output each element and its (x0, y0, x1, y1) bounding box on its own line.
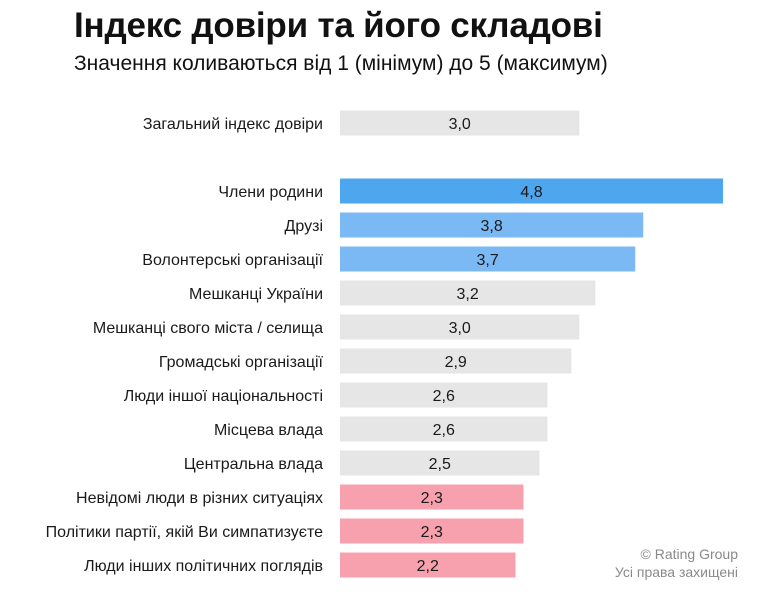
bar-value-label: 2,2 (417, 558, 439, 575)
bar (340, 246, 636, 272)
credit: © Rating Group Усі права захищені (615, 545, 738, 581)
bar (340, 348, 572, 374)
bar-value-label: 2,6 (433, 422, 455, 439)
bar-value-label: 2,3 (421, 524, 443, 541)
credit-line-2: Усі права захищені (614, 564, 738, 580)
bar-value-label: 2,5 (429, 456, 451, 473)
bar (340, 484, 524, 510)
bar (340, 450, 540, 476)
bar (340, 416, 548, 442)
category-label: Волонтерські організації (142, 252, 323, 269)
category-label: Члени родини (218, 184, 323, 201)
bar-value-label: 3,8 (480, 218, 502, 235)
category-label: Мешканці свого міста / селища (93, 320, 323, 337)
bar-value-label: 3,0 (449, 320, 471, 337)
bar-value-label: 3,0 (449, 116, 471, 133)
bar (340, 212, 644, 238)
bar-value-label: 2,3 (421, 490, 443, 507)
category-label: Місцева влада (214, 422, 323, 439)
credit-line-1: © Rating Group (640, 546, 738, 562)
category-label: Центральна влада (184, 456, 323, 473)
bar-value-label: 2,6 (433, 388, 455, 405)
category-label: Невідомі люди в різних ситуаціях (76, 490, 323, 507)
chart-subtitle: Значення коливаються від 1 (мінімум) до … (74, 52, 608, 75)
bar (340, 110, 580, 136)
bar (340, 382, 548, 408)
bar-value-label: 3,7 (476, 252, 498, 269)
category-label: Друзі (285, 218, 323, 235)
category-label: Політики партії, якій Ви симпатизуєте (46, 524, 323, 541)
bar-value-label: 2,9 (445, 354, 467, 371)
bar (340, 280, 596, 306)
bar (340, 518, 524, 544)
chart-title: Індекс довіри та його складові (74, 6, 603, 45)
category-label: Громадські організації (159, 354, 324, 371)
bar (340, 178, 723, 204)
bar-value-label: 4,8 (520, 184, 542, 201)
bar-value-label: 3,2 (457, 286, 479, 303)
category-label: Мешканці України (189, 286, 323, 303)
category-label: Люди інших політичних поглядів (84, 558, 323, 575)
bar (340, 314, 580, 340)
category-label: Загальний індекс довіри (143, 116, 323, 133)
bar (340, 552, 516, 578)
category-label: Люди іншої національності (124, 388, 323, 405)
